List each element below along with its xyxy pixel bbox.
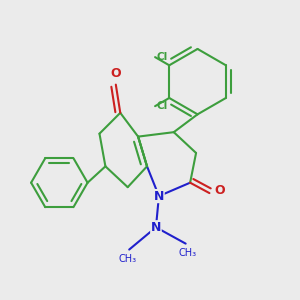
Text: CH₃: CH₃	[118, 254, 137, 264]
Text: N: N	[154, 190, 164, 202]
Text: N: N	[151, 221, 161, 234]
Text: O: O	[214, 184, 224, 197]
Text: CH₃: CH₃	[178, 248, 196, 258]
Text: Cl: Cl	[157, 101, 168, 111]
Text: Cl: Cl	[157, 52, 168, 62]
Text: O: O	[110, 67, 121, 80]
